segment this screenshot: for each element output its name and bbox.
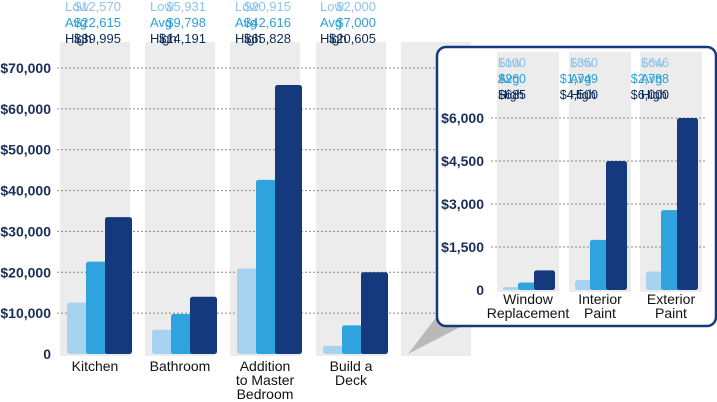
stat-label-high: High <box>150 31 177 46</box>
y-tick-label: 0 <box>43 346 51 362</box>
bar-high <box>534 270 555 290</box>
category-label-line: Exterior <box>647 291 696 307</box>
y-tick-label: $60,000 <box>0 101 51 117</box>
category-label-line: Interior <box>578 291 622 307</box>
stat-label-low: Low <box>570 56 594 70</box>
bar-avg <box>661 210 682 290</box>
y-tick-label: $30,000 <box>0 223 51 239</box>
stat-label-avg: Avg <box>320 15 342 30</box>
stat-label-low: Low <box>150 0 174 14</box>
bar-avg <box>590 239 611 290</box>
category-label-line: Bathroom <box>150 358 211 374</box>
stat-label-high: High <box>320 31 347 46</box>
stat-label-avg: Avg <box>65 15 87 30</box>
category-label: Build a Deck <box>330 358 373 388</box>
category-label-line: Replacement <box>487 305 570 321</box>
bar-high <box>275 85 302 355</box>
category-label-line: Kitchen <box>72 358 119 374</box>
stat-label-high: High <box>498 88 524 102</box>
category-label-line: Addition <box>240 358 291 374</box>
stat-label-avg: Avg <box>150 15 172 30</box>
stat-label-high: High <box>570 88 596 102</box>
inset-chart: 0$1,500$3,000$4,500$6,000Low$100Avg$260H… <box>435 45 717 328</box>
main-chart: 0 $10,000 $20,000 $30,000 $40,000 $50,000 $60,… <box>0 0 473 402</box>
stat-value-low: $2,000 <box>336 0 376 14</box>
y-tick-label: $1,500 <box>441 239 484 255</box>
stat-label-high: High <box>235 31 262 46</box>
category-label: Kitchen <box>72 358 119 374</box>
bar-high <box>105 217 132 354</box>
stat-label-avg: Avg <box>498 72 519 86</box>
stat-value-high: $4,500 <box>560 88 598 102</box>
stat-value-low: $646 <box>641 56 669 70</box>
bar-high <box>677 118 698 290</box>
bar-high <box>606 161 627 290</box>
stat-label-avg: Avg <box>641 72 662 86</box>
category-label: Window Replacement <box>487 291 570 321</box>
stat-value-avg: $42,616 <box>244 15 291 30</box>
bar-avg <box>518 282 539 290</box>
stat-label-low: Low <box>498 56 522 70</box>
y-tick-label: $20,000 <box>0 264 51 280</box>
y-tick-label: $40,000 <box>0 183 51 199</box>
stat-value-low: $5,931 <box>166 0 206 14</box>
stat-label-high: High <box>65 31 92 46</box>
stat-value-avg: $260 <box>498 72 526 86</box>
stat-value-avg: $1,749 <box>560 72 598 86</box>
y-tick-label: $70,000 <box>0 60 51 76</box>
stat-label-avg: Avg <box>235 15 257 30</box>
category-label: Addition to Master Bedroom <box>236 358 295 402</box>
category-label-line: Paint <box>584 305 616 321</box>
stat-label-low: Low <box>235 0 259 14</box>
category-label-line: Window <box>503 291 554 307</box>
stat-label-low: Low <box>641 56 665 70</box>
y-tick-label: $4,500 <box>441 153 484 169</box>
stat-value-avg: $7,000 <box>336 15 376 30</box>
stat-value-high: $685 <box>498 88 526 102</box>
column-background <box>497 52 559 292</box>
y-tick-label: $3,000 <box>441 196 484 212</box>
stat-label-low: Low <box>65 0 89 14</box>
stat-value-high: $6,000 <box>631 88 669 102</box>
stat-value-avg: $22,615 <box>74 15 121 30</box>
y-tick-label: $6,000 <box>441 110 484 126</box>
category-label: Interior Paint <box>578 291 622 321</box>
category-label-line: Deck <box>335 372 368 388</box>
category-label: Bathroom <box>150 358 211 374</box>
category-label-line: to Master <box>236 372 295 388</box>
stat-value-high: $39,995 <box>74 31 121 46</box>
stat-value-high: $14,191 <box>159 31 206 46</box>
category-label-line: Bedroom <box>237 386 294 402</box>
category-label-line: Paint <box>655 305 687 321</box>
category-label-line: Build a <box>330 358 373 374</box>
stat-label-high: High <box>641 88 667 102</box>
y-tick-label: $50,000 <box>0 142 51 158</box>
stat-value-high: $65,828 <box>244 31 291 46</box>
bar-high <box>361 272 388 354</box>
bar-high <box>190 296 217 354</box>
y-tick-label: $10,000 <box>0 305 51 321</box>
y-tick-label: 0 <box>476 282 484 298</box>
category-label: Exterior Paint <box>647 291 696 321</box>
stat-value-avg: $9,798 <box>166 15 206 30</box>
stat-value-low: $350 <box>570 56 598 70</box>
stat-value-low: $100 <box>498 56 526 70</box>
stat-label-avg: Avg <box>570 72 591 86</box>
stat-value-avg: $2,788 <box>631 72 669 86</box>
stat-value-high: $20,605 <box>329 31 376 46</box>
stat-label-low: Low <box>320 0 344 14</box>
stat-value-low: $20,915 <box>244 0 291 14</box>
stat-value-low: $12,570 <box>74 0 121 14</box>
